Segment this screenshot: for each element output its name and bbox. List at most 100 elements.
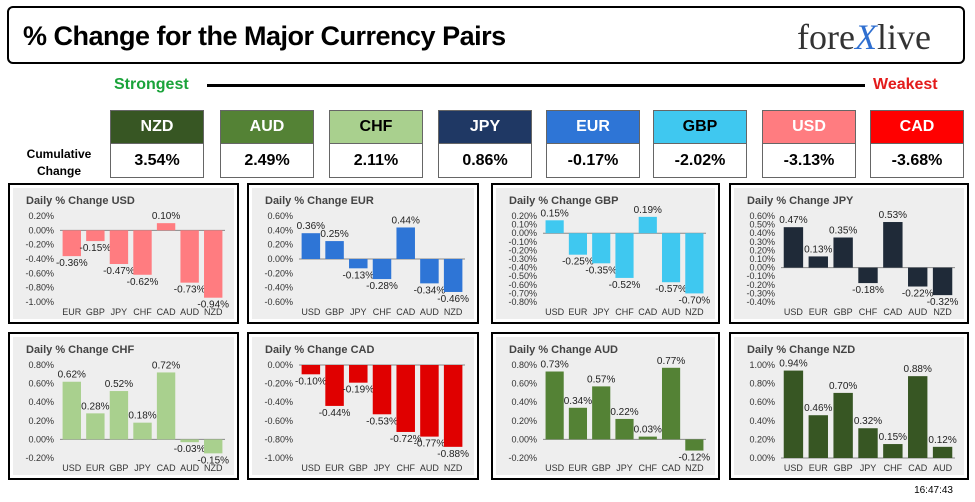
currency-cumulative-value: -2.02%: [653, 144, 747, 178]
data-label: 0.10%: [152, 211, 180, 222]
bar-gbp: [349, 365, 368, 383]
y-tick-label: 0.40%: [511, 397, 537, 407]
data-label: 0.88%: [904, 364, 932, 375]
currency-nzd: NZD 3.54%: [110, 110, 204, 178]
data-label: -0.73%: [174, 285, 206, 296]
data-label: 0.28%: [81, 401, 109, 412]
x-tick-label: JPY: [350, 307, 367, 317]
y-tick-label: -0.60%: [264, 416, 293, 426]
data-label: -0.94%: [197, 300, 229, 311]
y-tick-label: -0.80%: [25, 283, 54, 293]
x-tick-label: CHF: [396, 463, 415, 473]
y-tick-label: 0.00%: [749, 263, 775, 273]
y-tick-label: -0.70%: [508, 288, 537, 298]
data-label: -0.19%: [342, 385, 374, 396]
data-label: 0.77%: [657, 356, 685, 367]
x-tick-label: GBP: [325, 307, 344, 317]
bar-nzd: [204, 439, 223, 454]
data-label: -0.70%: [679, 295, 711, 306]
x-tick-label: EUR: [325, 463, 345, 473]
bar-usd: [301, 233, 321, 259]
page-title: % Change for the Major Currency Pairs: [23, 21, 506, 51]
y-tick-label: 0.30%: [749, 237, 775, 247]
bar-cad: [661, 367, 681, 440]
y-tick-label: 0.80%: [749, 379, 775, 389]
bar-chart: Daily % Change AUD 0.80% 0.60% 0.40% 0.20% 0.…: [508, 344, 710, 473]
y-tick-label: 0.20%: [749, 245, 775, 255]
currency-jpy: JPY 0.86%: [438, 110, 532, 178]
y-tick-label: -0.30%: [746, 288, 775, 298]
currency-name: JPY: [438, 110, 532, 144]
forexlive-logo: foreXlive: [797, 16, 931, 58]
data-label: 0.53%: [879, 210, 907, 221]
x-tick-label: USD: [545, 463, 565, 473]
bar-aud: [180, 230, 199, 283]
bar-eur: [325, 365, 344, 406]
x-tick-label: EUR: [809, 307, 829, 317]
bar-cad: [638, 216, 657, 234]
bar-chart: Daily % Change CAD 0.00% -0.20% -0.40% -0.60…: [264, 344, 469, 473]
bar-usd: [62, 381, 81, 440]
x-tick-label: JPY: [111, 307, 128, 317]
data-label: -0.18%: [852, 285, 884, 296]
currency-cumulative-value: 0.86%: [438, 144, 532, 178]
y-tick-label: 1.00%: [749, 360, 775, 370]
y-tick-label: 0.20%: [511, 211, 537, 221]
data-label: 0.15%: [540, 208, 568, 219]
bar-nzd: [932, 267, 953, 296]
currency-name: NZD: [110, 110, 204, 144]
data-label: 0.52%: [105, 379, 133, 390]
chart-panel: Daily % Change CHF 0.80% 0.60% 0.40% 0.20% 0.…: [8, 332, 239, 480]
y-tick-label: -0.80%: [508, 297, 537, 307]
chart-title: Daily % Change GBP: [509, 195, 618, 207]
bar-chart: Daily % Change EUR 0.60% 0.40% 0.20% 0.00% -0…: [264, 195, 469, 317]
y-tick-label: -0.20%: [746, 280, 775, 290]
data-label: 0.73%: [540, 360, 568, 371]
x-tick-label: NZD: [204, 463, 223, 473]
data-label: 0.34%: [564, 396, 592, 407]
data-label: 0.62%: [58, 370, 86, 381]
y-tick-label: 0.00%: [28, 434, 54, 444]
x-tick-label: CAD: [396, 307, 416, 317]
x-tick-label: USD: [784, 307, 804, 317]
bar-chart: Daily % Change JPY0.60%0.50%0.40%0.30%0.…: [746, 195, 958, 317]
x-tick-label: CHF: [859, 307, 878, 317]
data-label: 0.12%: [928, 435, 956, 446]
bar-chf: [372, 259, 392, 280]
bar-jpy: [372, 365, 392, 415]
data-label: 0.46%: [804, 403, 832, 414]
currency-cumulative-value: -3.68%: [870, 144, 964, 178]
currency-cumulative-value: 2.49%: [220, 144, 314, 178]
x-tick-label: USD: [784, 463, 804, 473]
y-tick-label: 0.80%: [511, 360, 537, 370]
bar-eur: [568, 233, 588, 255]
y-tick-label: 0.20%: [267, 240, 293, 250]
y-tick-label: -0.60%: [264, 297, 293, 307]
y-tick-label: 0.20%: [749, 434, 775, 444]
x-tick-label: JPY: [593, 307, 610, 317]
data-label: 0.44%: [392, 215, 420, 226]
logo-part-x: X: [855, 17, 878, 57]
x-tick-label: JPY: [860, 463, 877, 473]
y-tick-label: -0.40%: [746, 297, 775, 307]
bar-eur: [62, 230, 81, 257]
x-tick-label: EUR: [62, 307, 82, 317]
y-tick-label: 0.60%: [749, 397, 775, 407]
y-tick-label: -0.20%: [25, 240, 54, 250]
x-tick-label: AUD: [180, 463, 200, 473]
data-label: 0.35%: [829, 226, 857, 237]
bar-aud: [420, 365, 439, 437]
x-tick-label: JPY: [134, 463, 151, 473]
y-tick-label: 0.00%: [511, 434, 537, 444]
data-label: -0.47%: [103, 266, 135, 277]
bar-chart: Daily % Change CHF 0.80% 0.60% 0.40% 0.20% 0.…: [25, 344, 229, 473]
x-tick-label: AUD: [420, 307, 440, 317]
y-tick-label: -0.20%: [264, 379, 293, 389]
bar-jpy: [109, 230, 129, 265]
data-label: 0.47%: [779, 215, 807, 226]
currency-cumulative-value: 3.54%: [110, 144, 204, 178]
currency-name: CAD: [870, 110, 964, 144]
y-tick-label: -0.40%: [25, 254, 54, 264]
bar-usd: [545, 371, 564, 440]
x-tick-label: CAD: [157, 463, 177, 473]
